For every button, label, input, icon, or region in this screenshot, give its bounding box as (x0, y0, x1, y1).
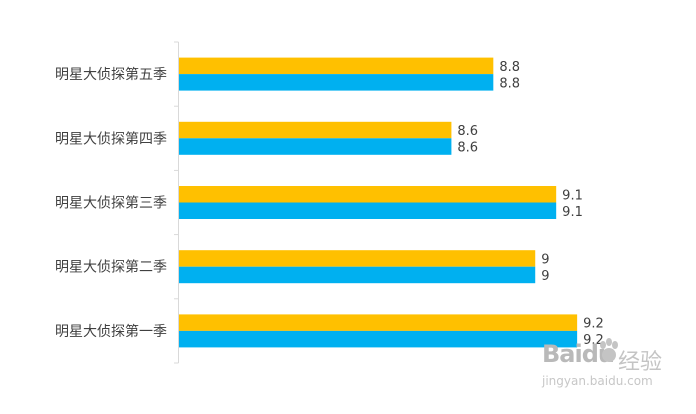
bar-series-2 (179, 266, 536, 284)
bar-series-1 (179, 57, 494, 75)
category-label: 明星大侦探第一季 (55, 323, 167, 340)
category-label: 明星大侦探第二季 (55, 259, 167, 276)
data-label: 9 (541, 269, 549, 284)
data-label: 8.6 (457, 141, 478, 156)
bar-series-1 (179, 121, 452, 139)
data-label: 8.6 (457, 124, 478, 139)
data-label: 9 (541, 252, 549, 267)
paw-icon (600, 338, 618, 362)
watermark-title: 经验 (618, 350, 663, 375)
bar-series-2 (179, 202, 557, 219)
data-label: 9.2 (583, 317, 604, 332)
bar-series-2 (179, 138, 452, 155)
data-label: 8.8 (499, 76, 520, 91)
bar-series-2 (179, 330, 578, 348)
watermark-url: jingyan.baidu.com (542, 374, 653, 388)
bar-series-1 (179, 186, 557, 203)
watermark: Baidu 经验 jingyan.baidu.com (540, 338, 680, 398)
data-label: 9.1 (562, 205, 583, 220)
bar-series-1 (179, 250, 536, 267)
bar-series-2 (179, 74, 494, 91)
category-label: 明星大侦探第四季 (55, 130, 167, 147)
bar-series-1 (179, 314, 578, 331)
category-label: 明星大侦探第五季 (55, 66, 167, 83)
data-label: 9.1 (562, 188, 583, 203)
category-label: 明星大侦探第三季 (55, 195, 167, 212)
data-label: 8.8 (499, 60, 520, 75)
data-label: 9.2 (583, 333, 604, 348)
